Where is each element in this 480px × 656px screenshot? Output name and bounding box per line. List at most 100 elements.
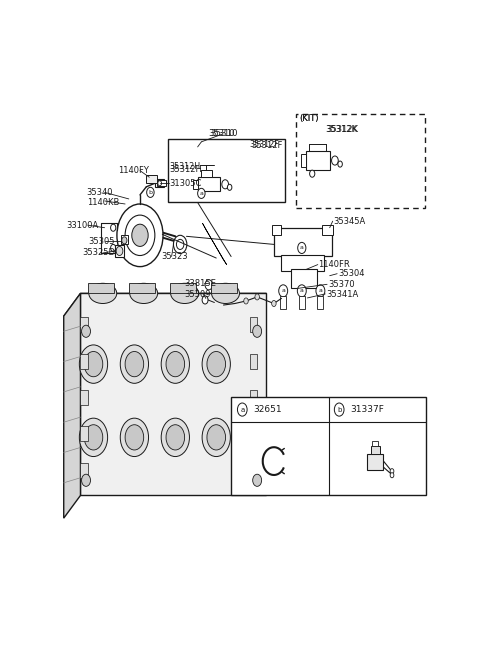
Bar [211,283,237,293]
Circle shape [220,284,225,291]
Text: 35304: 35304 [338,269,365,278]
Bar [367,454,384,470]
Circle shape [252,325,262,337]
Text: 35312H: 35312H [170,162,201,171]
Text: 35309: 35309 [184,290,210,299]
Bar [371,446,380,454]
Bar [193,180,198,189]
Text: b: b [148,190,152,195]
Circle shape [166,424,185,450]
Circle shape [222,180,228,189]
Text: (KIT): (KIT) [299,113,319,123]
Bar [88,283,114,293]
Bar [81,317,88,333]
Text: 33100A: 33100A [67,220,99,230]
Bar [281,255,324,271]
Circle shape [205,279,213,290]
Circle shape [228,184,232,190]
Text: 35340: 35340 [87,188,113,197]
Circle shape [207,424,226,450]
Circle shape [158,181,162,186]
Bar [155,179,164,187]
Circle shape [120,418,148,457]
Polygon shape [81,293,266,495]
Text: a: a [300,245,304,251]
Circle shape [238,403,247,416]
Circle shape [390,468,394,474]
Bar [120,236,128,245]
Text: b: b [337,407,341,413]
Circle shape [125,352,144,377]
Bar [300,154,306,167]
Bar [250,426,257,441]
Ellipse shape [130,283,157,304]
Circle shape [79,345,108,383]
Bar [274,228,332,255]
Bar [170,283,196,293]
Circle shape [132,224,148,247]
Bar [129,283,155,293]
Text: 35305: 35305 [88,237,114,246]
Circle shape [122,237,127,244]
Bar [81,354,88,369]
Text: 35341A: 35341A [326,291,358,299]
Polygon shape [64,293,266,316]
Bar [272,225,281,236]
Circle shape [255,294,259,300]
Bar [317,297,324,308]
Text: 35325D: 35325D [83,249,115,258]
Bar [201,170,212,177]
Circle shape [147,188,154,197]
Bar [168,139,285,203]
Bar [290,269,317,289]
Circle shape [316,285,325,297]
Text: a: a [240,407,244,413]
Circle shape [202,296,208,304]
Text: a: a [281,289,285,293]
Text: 1140FR: 1140FR [319,260,350,269]
Circle shape [298,242,306,253]
Text: 35345A: 35345A [334,216,366,226]
Polygon shape [203,223,227,264]
Bar [372,441,378,446]
Bar [305,151,330,170]
Circle shape [338,161,342,167]
Text: a: a [318,289,323,293]
Circle shape [84,424,103,450]
Text: 35312K: 35312K [326,125,358,134]
Bar [231,397,426,495]
Text: 1140FY: 1140FY [118,166,148,175]
Text: 31305C: 31305C [170,179,202,188]
Circle shape [110,224,116,232]
Bar [81,426,88,441]
Text: 32651: 32651 [253,405,282,414]
Ellipse shape [171,283,199,304]
Polygon shape [64,293,81,518]
Circle shape [310,170,315,177]
Circle shape [202,418,230,457]
Bar [280,297,286,308]
Bar [157,180,166,186]
Circle shape [198,188,205,198]
Text: 33815E: 33815E [184,279,216,288]
Circle shape [279,285,288,297]
Circle shape [84,352,103,377]
Text: 35312K: 35312K [325,125,357,134]
Circle shape [207,352,226,377]
Circle shape [110,245,116,251]
Circle shape [297,285,306,297]
Circle shape [332,156,338,165]
Bar [146,175,156,183]
Bar [250,317,257,333]
Circle shape [244,298,248,304]
Circle shape [120,345,148,383]
Text: 35310: 35310 [209,129,235,138]
Bar [250,354,257,369]
Bar [296,114,425,207]
Bar [81,390,88,405]
Circle shape [272,300,276,306]
Circle shape [79,418,108,457]
Circle shape [173,236,187,253]
Text: 35312F: 35312F [250,140,279,150]
Circle shape [116,247,123,255]
